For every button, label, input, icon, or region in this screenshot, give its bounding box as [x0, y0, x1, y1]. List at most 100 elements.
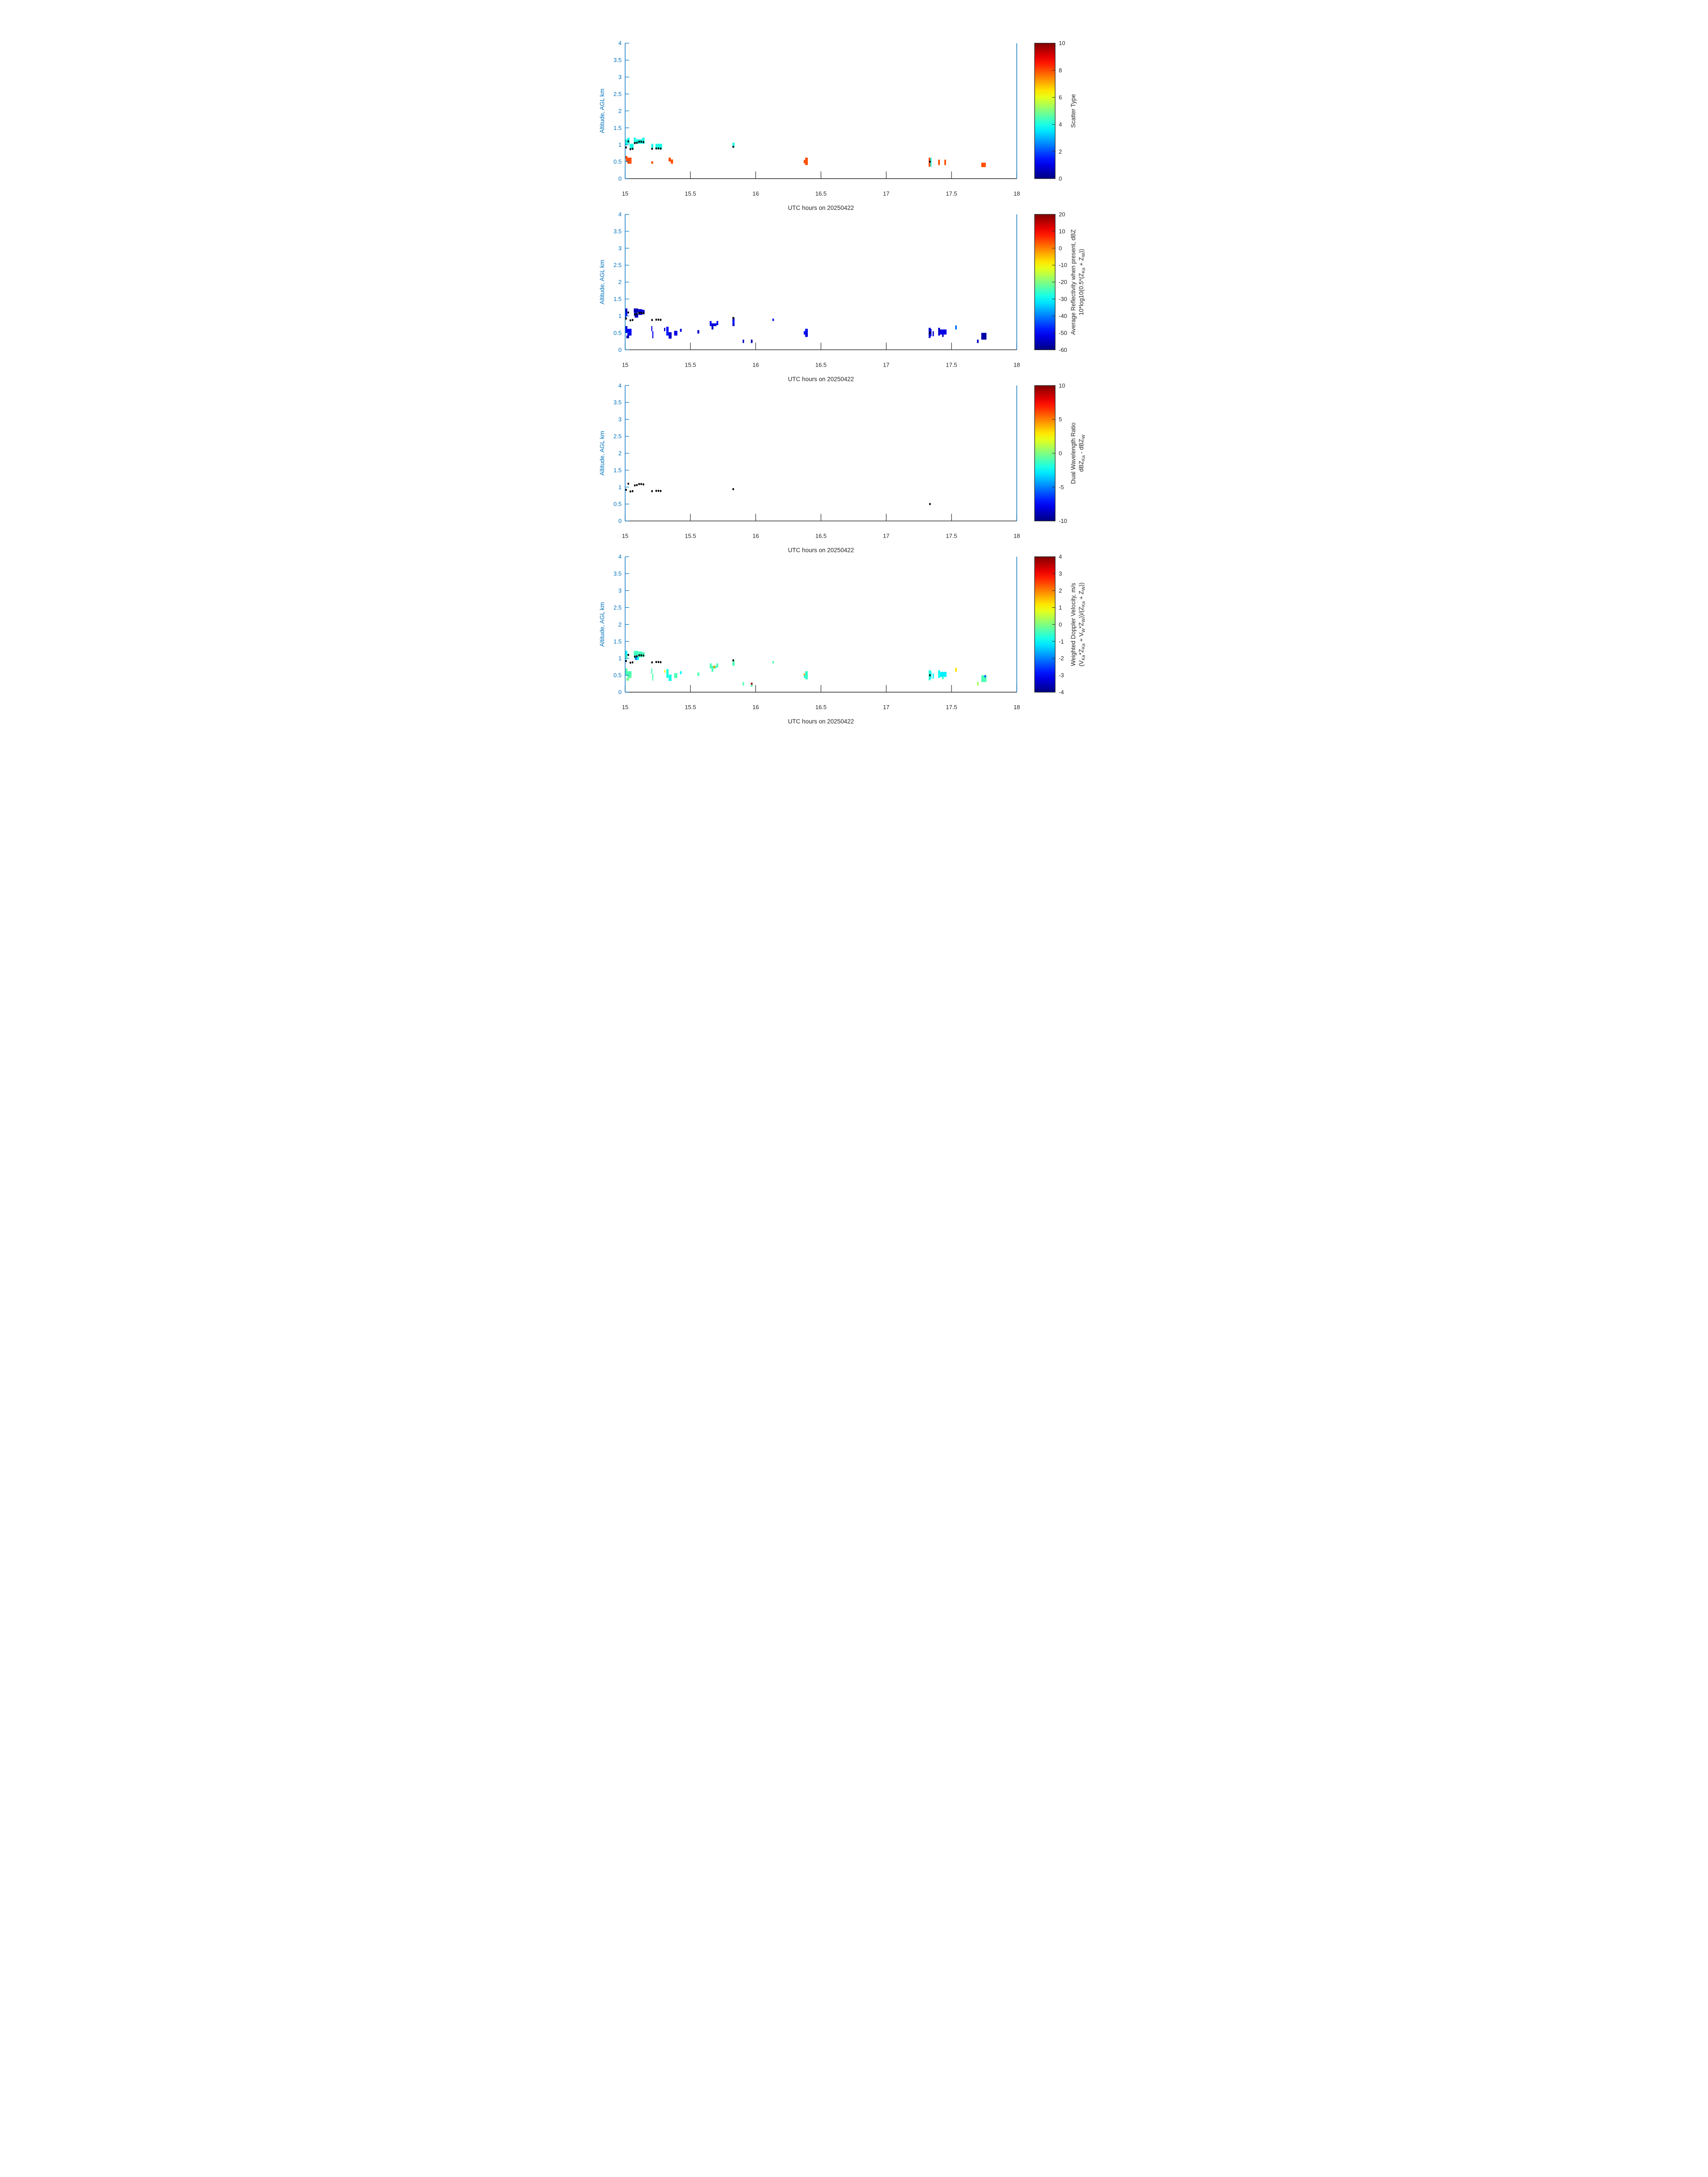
colorbar-gradient — [1034, 385, 1056, 522]
y-tick-labels: 0 0.5 1 1.5 2 2.5 3 3.5 4 — [614, 40, 622, 182]
svg-text:2: 2 — [618, 621, 622, 628]
svg-text:2.5: 2.5 — [614, 262, 622, 268]
svg-text:-2: -2 — [1059, 655, 1064, 662]
panel-scatter-type: 15 15.5 16 16.5 17 17.5 18 0 0.5 1 1.5 2 2.5 3 3.5 4 UTC… — [599, 40, 1077, 211]
y-tick-marks — [625, 214, 629, 350]
svg-text:3.5: 3.5 — [614, 570, 622, 577]
svg-text:15: 15 — [622, 533, 628, 539]
svg-text:0.5: 0.5 — [614, 330, 622, 336]
svg-text:0: 0 — [1059, 245, 1062, 251]
y-axis-label: Altitude, AGL km — [599, 602, 606, 647]
svg-text:3: 3 — [618, 587, 622, 594]
svg-text:1: 1 — [1059, 604, 1062, 611]
svg-text:16: 16 — [752, 704, 759, 710]
colorbar-label-line-2: dBZKa - dBZW — [1078, 435, 1086, 472]
panel-dual-wavelength-ratio: 15 15.5 16 16.5 17 17.5 18 0 0.5 1 1.5 2 2.5 3 3.5 4 UTC… — [599, 382, 1086, 554]
svg-text:3: 3 — [1059, 570, 1062, 577]
svg-text:-3: -3 — [1059, 672, 1064, 679]
y-tick-marks — [625, 385, 629, 522]
svg-text:1: 1 — [618, 142, 622, 148]
svg-text:2.5: 2.5 — [614, 604, 622, 611]
panel-average-reflectivity: 15 15.5 16 16.5 17 17.5 18 0 0.5 1 1.5 2 2.5 3 3.5 4 UTC… — [599, 211, 1086, 383]
svg-text:-50: -50 — [1059, 330, 1067, 336]
svg-text:3: 3 — [618, 245, 622, 251]
svg-text:1.5: 1.5 — [614, 296, 622, 302]
svg-text:0: 0 — [618, 689, 622, 696]
x-axis-label: UTC hours on 20250422 — [788, 718, 854, 725]
svg-text:2: 2 — [1059, 148, 1062, 155]
svg-text:16: 16 — [752, 190, 759, 197]
svg-text:16.5: 16.5 — [815, 361, 827, 368]
svg-text:18: 18 — [1014, 361, 1020, 368]
svg-text:0: 0 — [1059, 175, 1062, 182]
svg-text:15: 15 — [622, 704, 628, 710]
svg-text:4: 4 — [618, 553, 622, 560]
colorbar-ticks: 0 2 4 6 8 10 — [1052, 40, 1065, 182]
y-tick-labels: 0 0.5 1 1.5 2 2.5 3 3.5 4 — [614, 553, 622, 695]
svg-text:4: 4 — [1059, 553, 1062, 560]
svg-text:17.5: 17.5 — [946, 533, 957, 539]
dot-markers — [625, 140, 931, 163]
svg-text:2: 2 — [618, 450, 622, 456]
svg-text:2.5: 2.5 — [614, 91, 622, 97]
svg-text:16.5: 16.5 — [815, 533, 827, 539]
svg-text:2: 2 — [618, 108, 622, 114]
svg-text:16.5: 16.5 — [815, 190, 827, 197]
svg-text:3.5: 3.5 — [614, 57, 622, 63]
y-axis-label: Altitude, AGL km — [599, 88, 606, 133]
x-tick-labels: 15 15.5 16 16.5 17 17.5 18 — [622, 361, 1020, 368]
svg-text:-4: -4 — [1059, 689, 1064, 696]
colorbar-label-line-1: Weighted Doppler Velocity, m/s — [1070, 583, 1077, 666]
svg-text:4: 4 — [618, 211, 622, 218]
heatmap-cells — [625, 138, 986, 167]
svg-text:3.5: 3.5 — [614, 399, 622, 406]
svg-text:17.5: 17.5 — [946, 704, 957, 710]
svg-text:16: 16 — [752, 533, 759, 539]
svg-text:2.5: 2.5 — [614, 433, 622, 440]
svg-text:1.5: 1.5 — [614, 467, 622, 473]
svg-text:17: 17 — [883, 361, 889, 368]
svg-text:2: 2 — [618, 279, 622, 285]
svg-text:0: 0 — [1059, 621, 1062, 628]
x-tick-marks — [625, 343, 1017, 350]
colorbar-gradient — [1034, 556, 1056, 693]
svg-text:3.5: 3.5 — [614, 228, 622, 234]
figure-radar-quicklook: 15 15.5 16 16.5 17 17.5 18 0 0.5 1 1.5 2 2.5 3 3.5 4 UTC… — [569, 0, 1139, 726]
svg-text:4: 4 — [1059, 121, 1062, 128]
dot-markers — [625, 654, 931, 677]
svg-text:-40: -40 — [1059, 313, 1067, 319]
svg-text:6: 6 — [1059, 94, 1062, 101]
colorbar-ticks: -60 -50 -40 -30 -20 -10 0 10 20 — [1052, 211, 1067, 353]
svg-text:3: 3 — [618, 74, 622, 80]
svg-text:10: 10 — [1059, 40, 1065, 46]
svg-text:15: 15 — [622, 361, 628, 368]
svg-text:8: 8 — [1059, 67, 1062, 74]
colorbar-ticks: -4 -3 -2 -1 0 1 2 3 4 — [1052, 553, 1064, 696]
x-axis-label: UTC hours on 20250422 — [788, 205, 854, 211]
y-tick-labels: 0 0.5 1 1.5 2 2.5 3 3.5 4 — [614, 211, 622, 353]
svg-text:1: 1 — [618, 313, 622, 319]
colorbar-label-line-2: 10*log10(0.5*(ZKa + ZW)) — [1078, 249, 1086, 315]
svg-text:17.5: 17.5 — [946, 361, 957, 368]
x-tick-marks — [625, 685, 1017, 692]
svg-text:-60: -60 — [1059, 347, 1067, 353]
y-axis-label: Altitude, AGL km — [599, 431, 606, 476]
colorbar-gradient — [1034, 43, 1056, 179]
dot-markers — [625, 482, 931, 506]
svg-text:0: 0 — [618, 518, 622, 524]
x-axis-label: UTC hours on 20250422 — [788, 376, 854, 382]
colorbar-weighted-doppler-velocity: -4 -3 -2 -1 0 1 2 3 4 Weighted Doppler Velocity, … — [1034, 553, 1086, 696]
y-tick-marks — [625, 43, 629, 179]
svg-text:1: 1 — [618, 484, 622, 490]
x-tick-marks — [625, 171, 1017, 179]
svg-text:17: 17 — [883, 704, 889, 710]
svg-text:15: 15 — [622, 190, 628, 197]
svg-text:15.5: 15.5 — [685, 361, 696, 368]
svg-text:15.5: 15.5 — [685, 533, 696, 539]
svg-text:0: 0 — [1059, 450, 1062, 456]
svg-text:-20: -20 — [1059, 279, 1067, 285]
svg-text:4: 4 — [618, 382, 622, 389]
y-tick-marks — [625, 556, 629, 693]
x-tick-labels: 15 15.5 16 16.5 17 17.5 18 — [622, 533, 1020, 539]
svg-text:4: 4 — [618, 40, 622, 46]
